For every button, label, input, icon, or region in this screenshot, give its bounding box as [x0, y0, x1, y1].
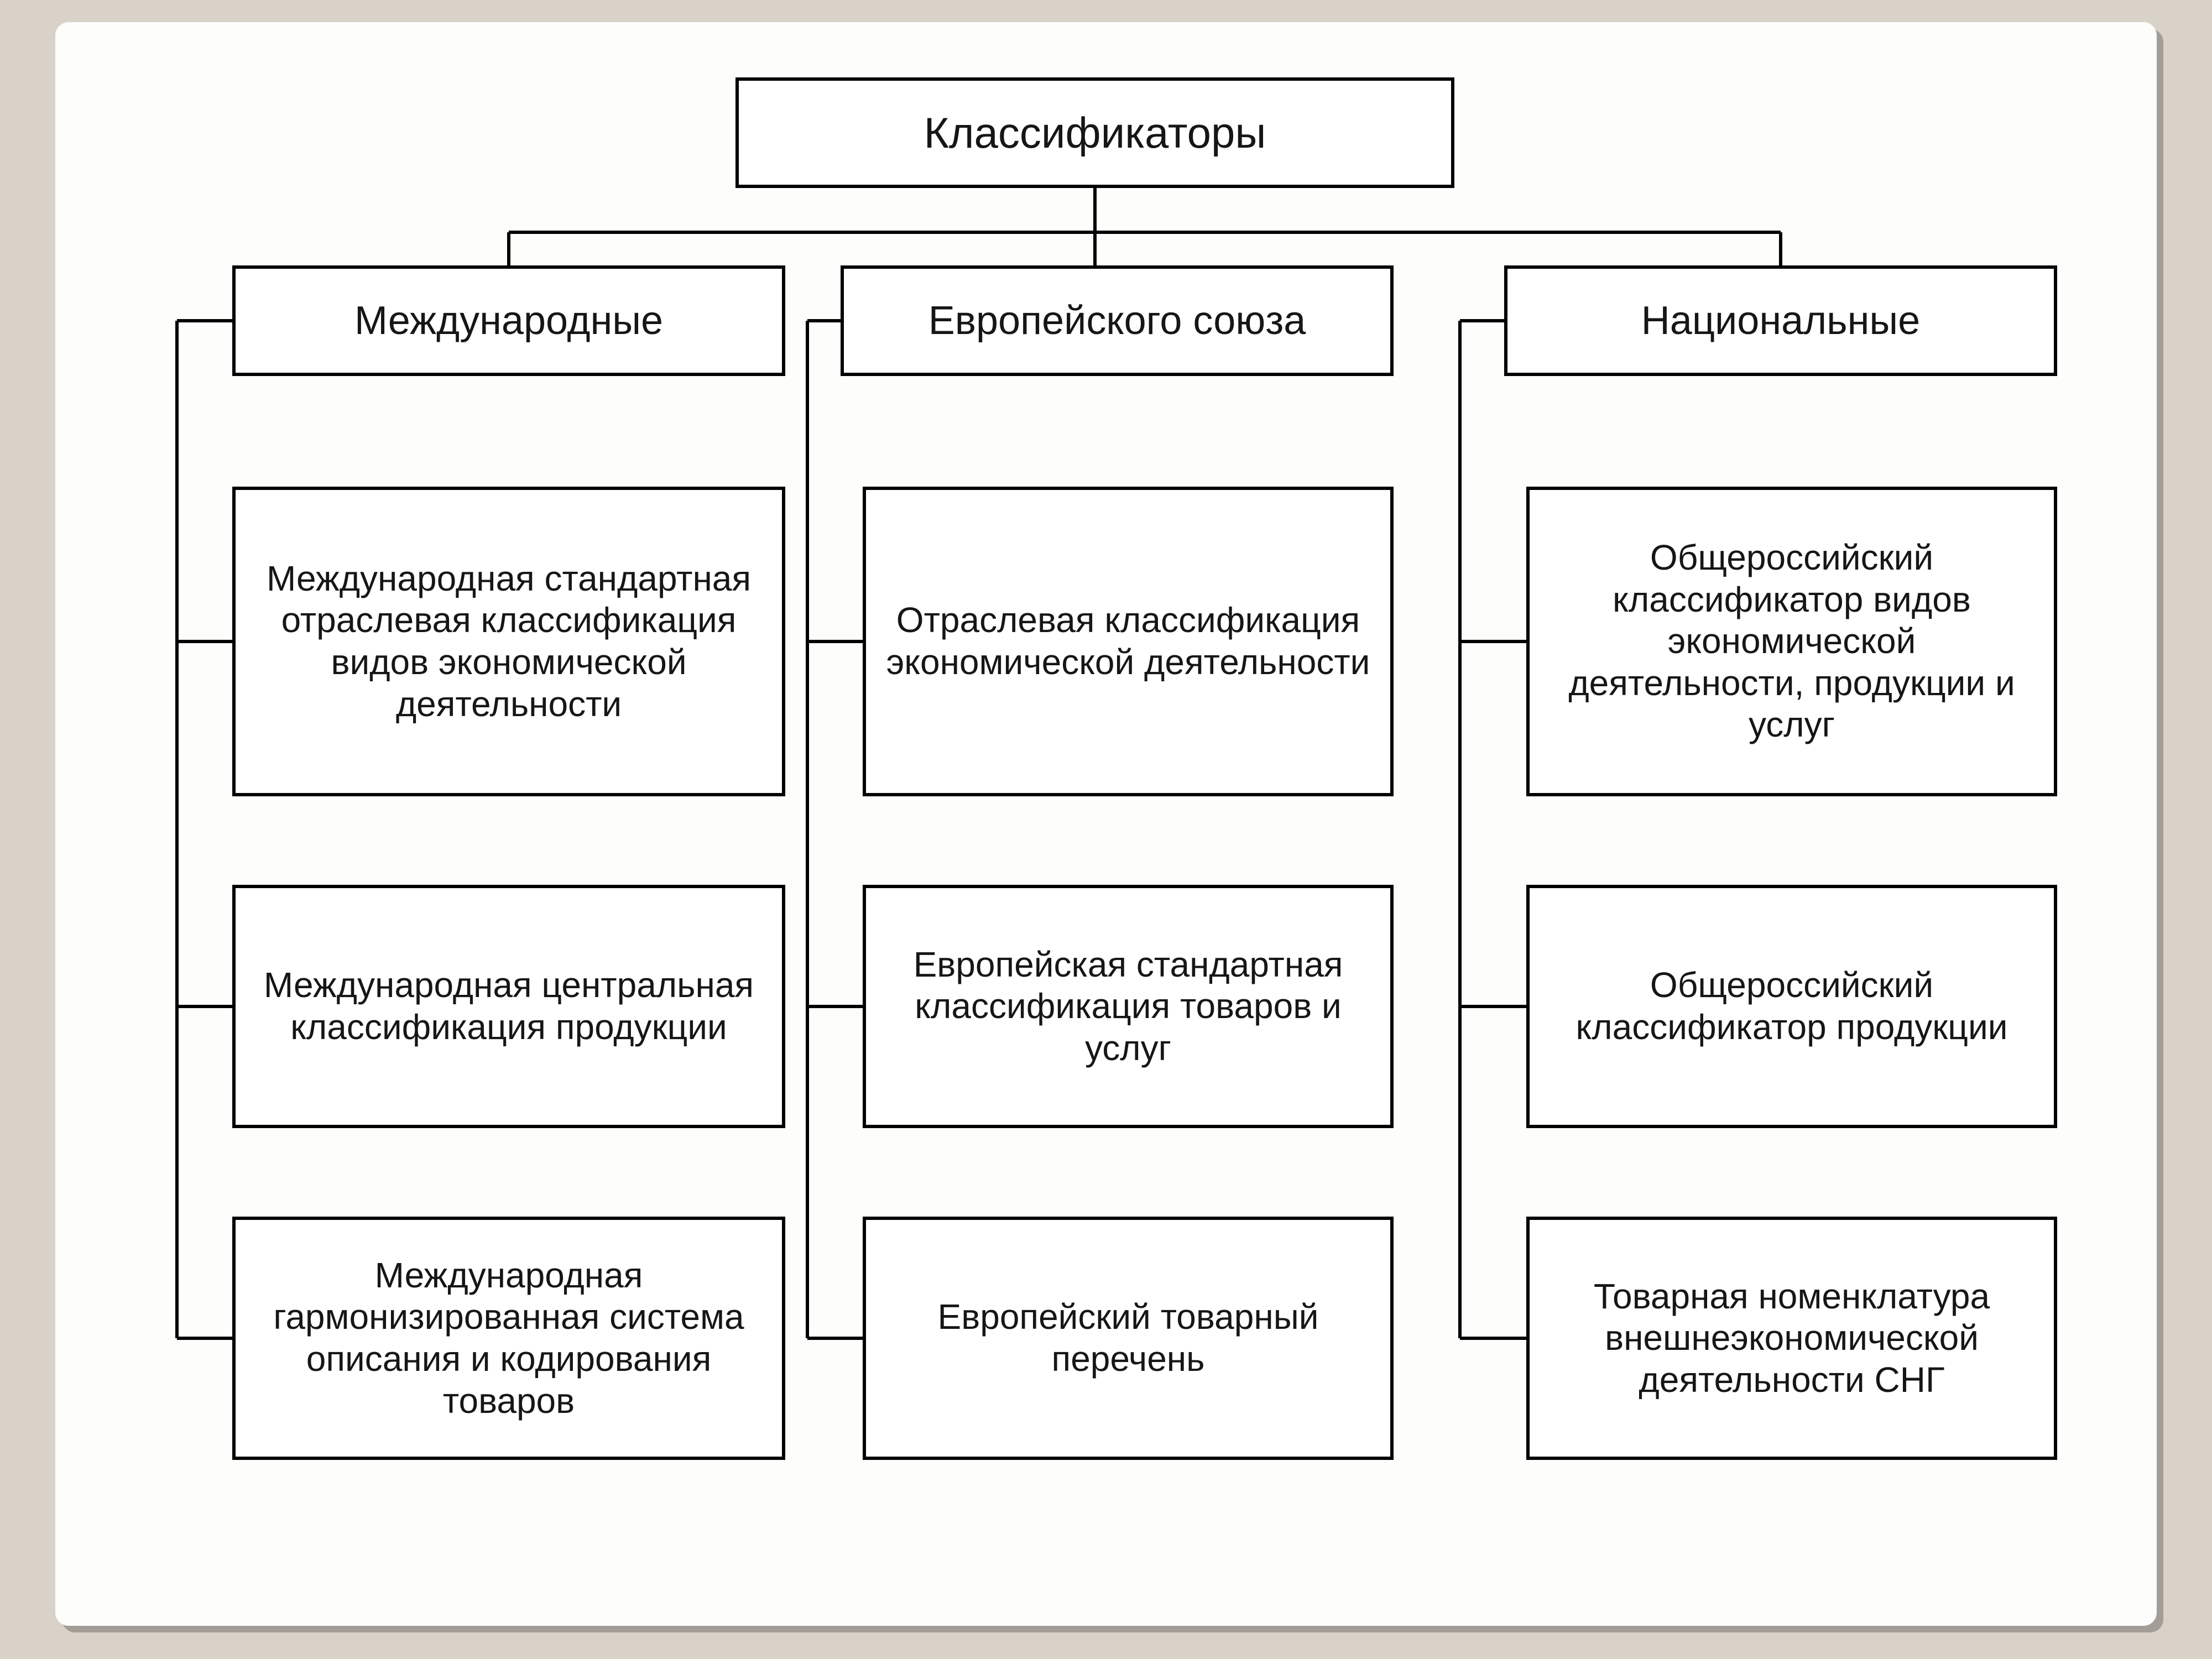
category-box-national: Национальные	[1504, 265, 2057, 376]
category-box-eu: Европейского союза	[841, 265, 1394, 376]
item-box: Общероссийский классификатор видов эконо…	[1526, 487, 2057, 796]
item-box: Международная стандартная отраслевая кла…	[232, 487, 785, 796]
category-label: Европейского союза	[928, 298, 1306, 345]
item-box: Европейская стандартная классификация то…	[863, 885, 1394, 1128]
item-box: Общероссийский классификатор продукции	[1526, 885, 2057, 1128]
item-box: Товарная номенклатура внешнеэкономичес­к…	[1526, 1217, 2057, 1460]
root-label: Классификаторы	[924, 107, 1266, 158]
item-label: Европейская стандартная классификация то…	[883, 944, 1374, 1070]
root-box: Классификаторы	[735, 77, 1454, 188]
item-box: Международная гармонизированная система …	[232, 1217, 785, 1460]
item-box: Международная центральная классификация …	[232, 885, 785, 1128]
item-box: Отраслевая классификация экономической д…	[863, 487, 1394, 796]
item-label: Общероссийский классификатор продукции	[1546, 964, 2037, 1048]
category-label: Национальные	[1641, 298, 1920, 345]
item-label: Отраслевая классификация экономической д…	[883, 599, 1374, 683]
category-box-international: Международные	[232, 265, 785, 376]
item-label: Международная центральная классификация …	[252, 964, 765, 1048]
item-box: Европейский товарный перечень	[863, 1217, 1394, 1460]
diagram-canvas: Классификаторы Международные Европейског…	[55, 22, 2157, 1626]
item-label: Европейский товарный перечень	[883, 1296, 1374, 1380]
item-label: Международная стандартная отраслевая кла…	[252, 558, 765, 725]
slide: Классификаторы Международные Европейског…	[55, 22, 2157, 1626]
category-label: Международные	[354, 298, 663, 345]
item-label: Международная гармонизированная система …	[252, 1255, 765, 1422]
item-label: Товарная номенклатура внешнеэкономичес­к…	[1546, 1276, 2037, 1401]
item-label: Общероссийский классификатор видов эконо…	[1546, 537, 2037, 746]
